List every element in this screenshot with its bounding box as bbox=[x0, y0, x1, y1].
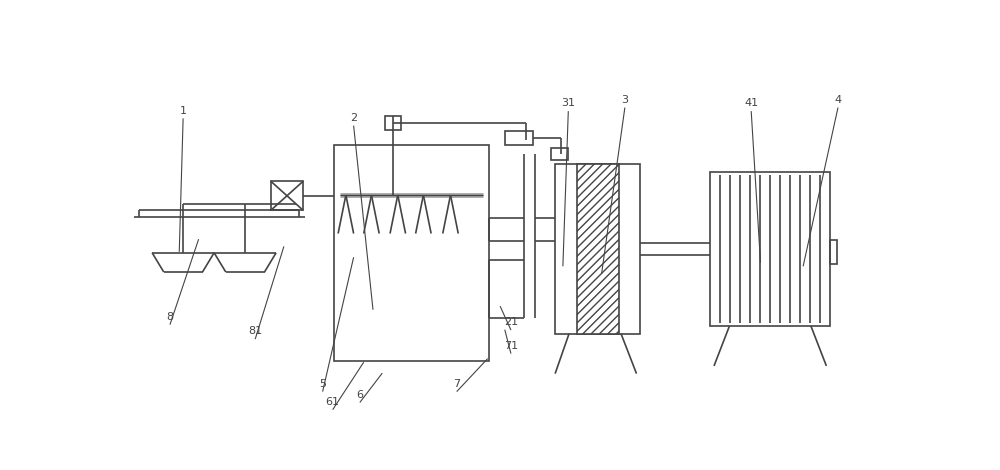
Text: 7: 7 bbox=[453, 379, 460, 389]
Bar bbox=[710, 172, 830, 326]
Bar bbox=[577, 164, 619, 334]
Text: 71: 71 bbox=[504, 341, 518, 351]
Text: 5: 5 bbox=[319, 379, 326, 389]
Bar bbox=[505, 131, 533, 145]
Text: 61: 61 bbox=[326, 397, 340, 407]
Text: 31: 31 bbox=[561, 98, 575, 109]
Text: 41: 41 bbox=[744, 98, 758, 109]
Bar bbox=[551, 148, 568, 160]
Text: 81: 81 bbox=[248, 327, 262, 337]
Text: 21: 21 bbox=[504, 317, 518, 328]
Bar bbox=[334, 145, 489, 360]
Bar bbox=[385, 116, 401, 130]
Text: 8: 8 bbox=[166, 312, 174, 322]
Text: 1: 1 bbox=[180, 106, 187, 116]
Bar bbox=[555, 164, 640, 334]
Text: 3: 3 bbox=[621, 95, 628, 105]
Text: 4: 4 bbox=[834, 95, 842, 105]
Bar bbox=[830, 240, 837, 264]
Text: 2: 2 bbox=[350, 113, 357, 123]
Text: 6: 6 bbox=[356, 390, 363, 400]
Bar bbox=[271, 181, 303, 211]
